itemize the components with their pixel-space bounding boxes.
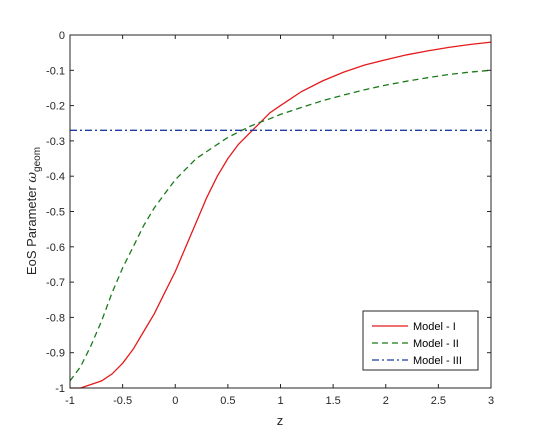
y-axis-label-symbol: ω <box>25 172 40 183</box>
y-axis-label-subscript: geom <box>32 147 43 172</box>
y-tick-label: -0.8 <box>46 312 65 324</box>
y-tick-label: 0 <box>59 30 65 42</box>
series-layer <box>69 41 492 389</box>
legend: Model - I Model - II Model - III <box>362 310 479 371</box>
y-tick-label: -0.1 <box>46 65 65 77</box>
x-tick-label: 2 <box>383 395 389 407</box>
x-tick-label: -1 <box>65 395 75 407</box>
ticks-layer: -1 -0.5 0 0.5 1 1.5 2 2.5 3 0 -0.1 -0.2 -0.3 -0.4 -0.5… <box>46 30 494 407</box>
y-axis-label: EoS Parameter ωgeom <box>24 147 43 275</box>
y-tick-label: -0.9 <box>46 348 65 360</box>
series-line-2 <box>69 69 492 382</box>
x-tick-label: 0.5 <box>220 395 235 407</box>
legend-label-1: Model - I <box>413 321 456 333</box>
y-tick-label: -0.6 <box>46 242 65 254</box>
x-tick-label: 1 <box>277 395 283 407</box>
x-tick-label: 3 <box>488 395 494 407</box>
y-tick-label: -0.5 <box>46 207 65 219</box>
y-tick-label: -0.7 <box>46 277 65 289</box>
y-axis-label-main: EoS Parameter <box>24 183 39 276</box>
x-tick-label: 0 <box>172 395 178 407</box>
legend-label-3: Model - III <box>413 355 462 367</box>
y-tick-label: -0.4 <box>46 171 65 183</box>
x-tick-label: 1.5 <box>325 395 340 407</box>
y-tick-label: -0.2 <box>46 101 65 113</box>
series-line-1 <box>70 41 492 389</box>
x-tick-label: 2.5 <box>431 395 446 407</box>
x-axis-label: z <box>277 413 284 428</box>
legend-label-2: Model - II <box>413 338 459 350</box>
x-tick-label: -0.5 <box>113 395 132 407</box>
y-tick-label: -1 <box>55 383 65 395</box>
y-tick-label: -0.3 <box>46 136 65 148</box>
